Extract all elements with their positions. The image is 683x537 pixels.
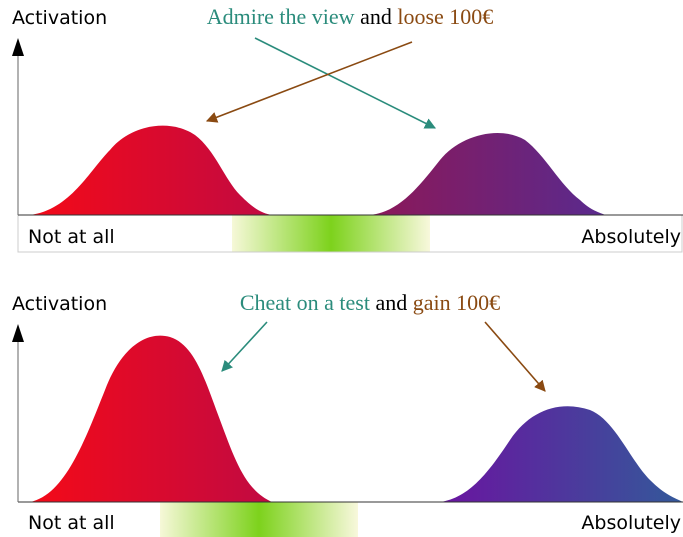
arrow	[484, 321, 546, 392]
option-a: Cheat on a test	[240, 290, 370, 315]
x-left-label: Not at all	[28, 512, 115, 534]
arrow	[254, 37, 437, 129]
y-label: Activation	[12, 293, 107, 315]
distribution	[440, 406, 683, 502]
neutral-band	[160, 502, 358, 537]
panel: Activation Not at all Absolutely Cheat o…	[12, 290, 683, 537]
title: Admire the view and loose 100€	[207, 4, 494, 29]
panel: Activation Not at all Absolutely Admire …	[12, 4, 683, 253]
distribution	[30, 125, 272, 215]
distribution	[370, 132, 606, 215]
x-left-label: Not at all	[28, 226, 115, 248]
axis-arrow	[12, 38, 24, 56]
x-right-label: Absolutely	[581, 226, 681, 248]
distribution	[30, 335, 272, 502]
arrow	[205, 41, 413, 123]
joiner: and	[360, 4, 392, 29]
neutral-band	[232, 215, 430, 252]
title: Cheat on a test and gain 100€	[240, 290, 500, 315]
option-b: gain 100€	[413, 290, 500, 315]
joiner: and	[375, 290, 407, 315]
y-label: Activation	[12, 7, 107, 29]
axis-arrow	[12, 324, 24, 342]
option-a: Admire the view	[207, 4, 355, 29]
x-right-label: Absolutely	[581, 512, 681, 534]
option-b: loose 100€	[397, 4, 493, 29]
arrow	[221, 321, 268, 372]
